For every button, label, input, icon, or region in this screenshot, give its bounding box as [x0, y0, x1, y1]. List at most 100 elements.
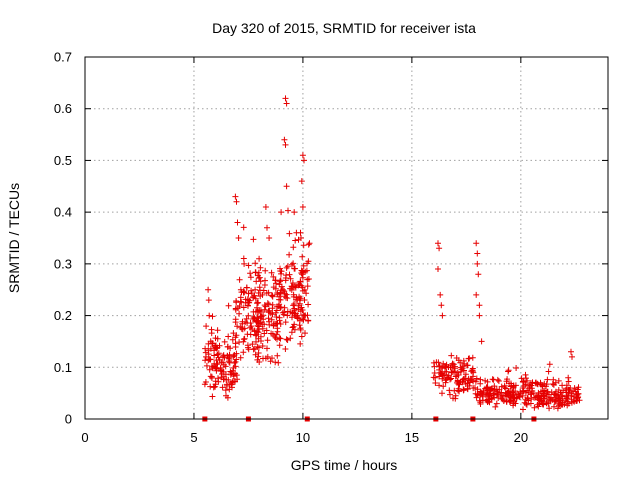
data-point: [287, 275, 294, 282]
data-point: [230, 373, 237, 380]
data-point: [238, 325, 245, 332]
data-point: [283, 183, 290, 190]
data-point: [258, 308, 265, 315]
data-point: [534, 380, 541, 387]
data-point: [261, 330, 268, 337]
data-point: [229, 378, 236, 385]
data-point: [297, 308, 304, 315]
data-point: [528, 385, 535, 392]
data-point: [268, 269, 275, 276]
data-point: [474, 250, 481, 257]
data-point: [257, 264, 264, 271]
data-point: [248, 287, 255, 294]
data-point: [462, 371, 469, 378]
data-point: [491, 387, 498, 394]
data-point: [436, 366, 443, 373]
data-point: [281, 309, 288, 315]
data-point: [265, 289, 272, 296]
data-point: [254, 308, 261, 315]
data-point: [473, 291, 480, 298]
data-point: [464, 386, 471, 393]
data-point: [241, 289, 248, 296]
data-point: [305, 276, 312, 282]
data-point: [455, 387, 461, 394]
data-point: [439, 372, 446, 379]
data-point: [264, 353, 271, 360]
data-point: [274, 352, 281, 359]
axis-ticks: [84, 56, 608, 420]
data-point: [298, 333, 305, 340]
data-point: [257, 315, 264, 322]
data-point: [282, 141, 289, 148]
data-point: [437, 291, 444, 298]
data-point: [300, 262, 307, 269]
data-point: [498, 383, 505, 390]
data-point: [436, 363, 443, 370]
data-point: [520, 379, 527, 386]
data-point: [283, 100, 290, 107]
data-point: [202, 349, 209, 356]
data-point: [253, 338, 259, 345]
data-point: [259, 325, 266, 332]
data-point: [557, 389, 564, 396]
data-point: [482, 385, 488, 392]
data-point: [233, 198, 240, 205]
data-point: [241, 260, 248, 267]
y-tick-label: 0.7: [54, 50, 72, 65]
data-point: [289, 283, 296, 290]
data-point: [232, 305, 239, 312]
data-point: [214, 327, 221, 334]
data-point: [523, 401, 530, 408]
data-point: [432, 380, 439, 386]
data-point: [290, 260, 297, 267]
x-tick-label: 0: [81, 430, 88, 445]
data-point: [505, 367, 512, 374]
x-tick-label: 20: [514, 430, 528, 445]
data-point: [281, 136, 288, 143]
data-point: [276, 317, 283, 324]
data-point: [240, 304, 247, 311]
y-tick-label: 0: [65, 412, 72, 427]
data-point: [559, 393, 566, 400]
x-tick-label: 5: [190, 430, 197, 445]
data-point: [305, 301, 312, 308]
data-point: [478, 338, 485, 345]
data-point: [549, 381, 556, 387]
data-point: [302, 330, 308, 337]
data-point: [297, 278, 304, 285]
data-point: [269, 293, 276, 300]
data-point: [564, 402, 571, 409]
data-point: [282, 95, 289, 102]
data-point: [489, 376, 496, 383]
data-point: [503, 393, 510, 400]
data-point: [256, 255, 263, 262]
data-point: [245, 296, 251, 303]
data-point: [211, 352, 218, 359]
data-point: [237, 298, 244, 305]
data-point: [206, 312, 213, 319]
data-point: [202, 345, 209, 352]
data-point: [236, 303, 243, 310]
data-point: [250, 346, 257, 353]
data-point: [449, 369, 456, 375]
data-point: [205, 297, 212, 304]
y-tick-labels: 0 0.1 0.2 0.3 0.4 0.5 0.6 0.7: [54, 50, 72, 427]
data-point: [237, 354, 244, 361]
data-point: [257, 293, 264, 300]
data-point: [209, 363, 215, 370]
data-point: [300, 242, 307, 249]
data-point: [478, 389, 485, 396]
data-point: [255, 290, 262, 296]
data-point: [299, 253, 306, 260]
data-point: [291, 305, 298, 312]
data-point: [290, 302, 297, 309]
data-point: [209, 393, 216, 400]
data-point: [226, 386, 233, 393]
data-point: [492, 403, 499, 410]
x-tick-labels: 0 5 10 15 20: [81, 430, 528, 445]
data-point: [262, 204, 269, 210]
data-point: [233, 372, 240, 379]
data-point: [269, 305, 276, 312]
data-point: [513, 394, 520, 401]
data-point: [551, 403, 557, 410]
